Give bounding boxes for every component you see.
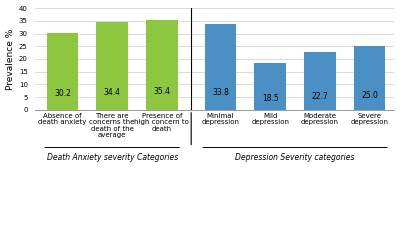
Bar [146, 20, 178, 110]
Text: 33.8: 33.8 [212, 88, 229, 97]
Text: 18.5: 18.5 [262, 94, 279, 103]
Text: Death Anxiety severity Categories: Death Anxiety severity Categories [46, 153, 178, 162]
Bar [304, 52, 336, 110]
Text: Depression Severity categories: Depression Severity categories [235, 153, 355, 162]
Text: 35.4: 35.4 [153, 87, 170, 96]
Bar [354, 46, 386, 110]
Text: 34.4: 34.4 [104, 88, 121, 97]
Bar [205, 24, 236, 110]
Y-axis label: Prevalence %: Prevalence % [6, 28, 14, 90]
Text: 25.0: 25.0 [361, 91, 378, 100]
Text: 30.2: 30.2 [54, 89, 71, 98]
Bar [254, 63, 286, 110]
Text: 22.7: 22.7 [312, 92, 328, 101]
Bar [47, 33, 78, 110]
Bar [96, 22, 128, 110]
